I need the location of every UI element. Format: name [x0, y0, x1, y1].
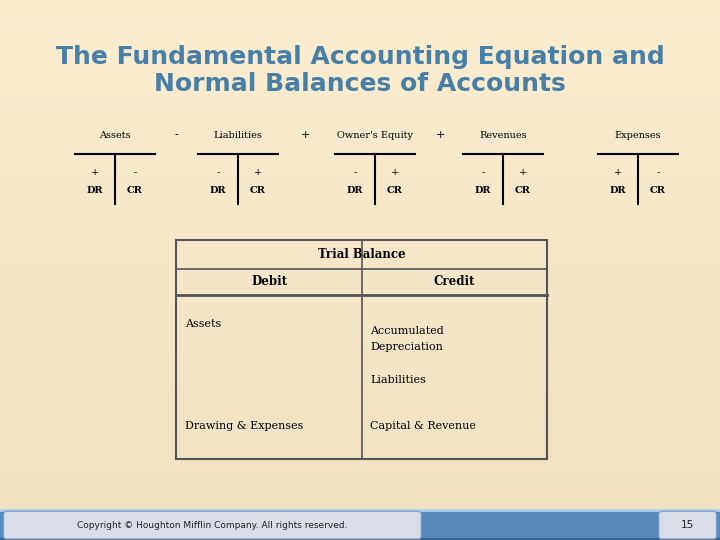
Text: CR: CR — [127, 186, 143, 194]
Text: +: + — [91, 168, 99, 177]
Text: Assets: Assets — [185, 320, 221, 329]
Text: Credit: Credit — [433, 275, 475, 288]
Text: Debit: Debit — [251, 275, 287, 288]
Text: -: - — [133, 168, 137, 177]
Text: 15: 15 — [681, 520, 694, 530]
Text: Capital & Revenue: Capital & Revenue — [370, 421, 477, 431]
Text: CR: CR — [515, 186, 531, 194]
Text: -: - — [482, 168, 485, 177]
Text: DR: DR — [210, 186, 226, 194]
Text: -: - — [657, 168, 660, 177]
Text: Expenses: Expenses — [615, 131, 661, 140]
Text: CR: CR — [387, 186, 403, 194]
FancyBboxPatch shape — [4, 511, 421, 539]
Text: +: + — [436, 130, 445, 140]
Text: DR: DR — [347, 186, 364, 194]
Text: Assets: Assets — [99, 131, 131, 140]
Text: The Fundamental Accounting Equation and: The Fundamental Accounting Equation and — [55, 45, 665, 69]
Text: Liabilities: Liabilities — [370, 375, 426, 385]
Text: Depreciation: Depreciation — [370, 342, 444, 353]
Text: +: + — [391, 168, 399, 177]
Text: Copyright © Houghton Mifflin Company. All rights reserved.: Copyright © Houghton Mifflin Company. Al… — [77, 521, 348, 530]
FancyBboxPatch shape — [659, 511, 716, 539]
Text: -: - — [217, 168, 220, 177]
Text: CR: CR — [650, 186, 666, 194]
Text: +: + — [254, 168, 262, 177]
Text: -: - — [354, 168, 356, 177]
Text: DR: DR — [610, 186, 626, 194]
Text: Revenues: Revenues — [480, 131, 527, 140]
Text: DR: DR — [474, 186, 491, 194]
Text: +: + — [519, 168, 527, 177]
Text: Drawing & Expenses: Drawing & Expenses — [185, 421, 303, 431]
Text: Accumulated: Accumulated — [370, 326, 444, 336]
Text: -: - — [174, 130, 178, 140]
Text: Normal Balances of Accounts: Normal Balances of Accounts — [154, 72, 566, 96]
Text: DR: DR — [86, 186, 103, 194]
FancyBboxPatch shape — [0, 510, 720, 540]
Text: +: + — [614, 168, 622, 177]
Text: Trial Balance: Trial Balance — [318, 248, 405, 261]
Text: CR: CR — [250, 186, 266, 194]
Text: Owner's Equity: Owner's Equity — [337, 131, 413, 140]
Text: +: + — [300, 130, 310, 140]
Text: Liabilities: Liabilities — [214, 131, 262, 140]
